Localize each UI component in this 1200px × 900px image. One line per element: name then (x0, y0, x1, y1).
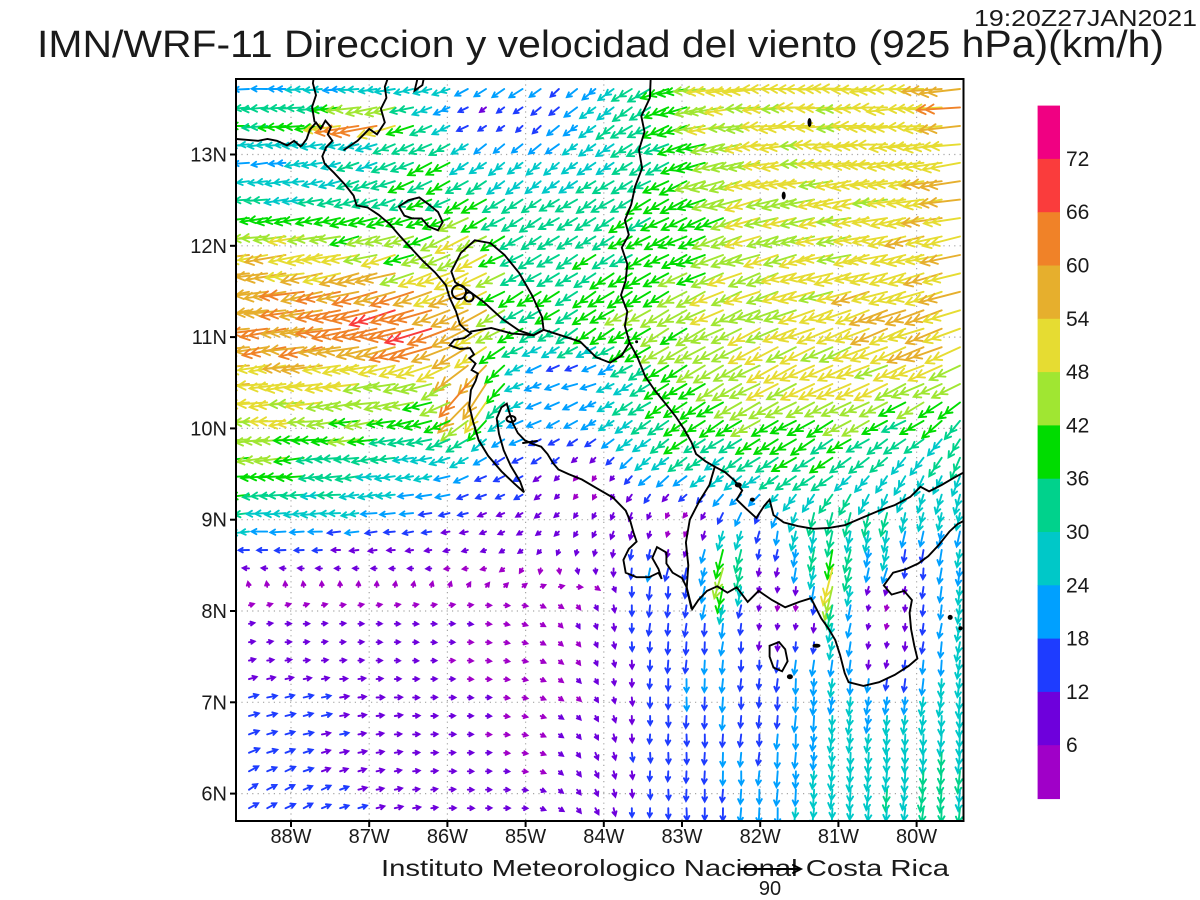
svg-text:72: 72 (1066, 148, 1089, 171)
svg-text:42: 42 (1066, 414, 1089, 437)
svg-text:87W: 87W (349, 826, 390, 848)
svg-text:83W: 83W (661, 826, 702, 848)
svg-text:60: 60 (1066, 255, 1089, 278)
svg-text:84W: 84W (583, 826, 624, 848)
svg-text:12N: 12N (190, 236, 227, 258)
svg-text:8N: 8N (201, 601, 227, 623)
svg-text:18: 18 (1066, 628, 1089, 651)
svg-text:13N: 13N (190, 145, 227, 167)
svg-text:10N: 10N (190, 418, 227, 440)
svg-text:85W: 85W (505, 826, 546, 848)
svg-text:66: 66 (1066, 201, 1089, 224)
svg-text:36: 36 (1066, 468, 1089, 491)
svg-text:6N: 6N (201, 784, 227, 806)
svg-text:54: 54 (1066, 308, 1090, 331)
svg-text:86W: 86W (427, 826, 468, 848)
svg-text:6: 6 (1066, 734, 1078, 757)
svg-text:90: 90 (759, 878, 781, 900)
svg-text:9N: 9N (201, 510, 227, 532)
svg-text:81W: 81W (818, 826, 859, 848)
svg-text:30: 30 (1066, 521, 1089, 544)
svg-text:82W: 82W (740, 826, 781, 848)
svg-text:Instituto Meteorologico Nacion: Instituto Meteorologico Nacional Costa R… (381, 855, 949, 881)
svg-text:88W: 88W (270, 826, 311, 848)
svg-text:48: 48 (1066, 361, 1089, 384)
svg-text:12: 12 (1066, 681, 1089, 704)
svg-text:80W: 80W (896, 826, 937, 848)
svg-text:19:20Z27JAN2021: 19:20Z27JAN2021 (974, 5, 1197, 31)
svg-text:IMN/WRF-11 Direccion y velocid: IMN/WRF-11 Direccion y velocidad del vie… (37, 24, 1164, 66)
svg-text:24: 24 (1066, 574, 1090, 597)
svg-text:11N: 11N (192, 327, 227, 349)
svg-text:7N: 7N (201, 692, 227, 714)
